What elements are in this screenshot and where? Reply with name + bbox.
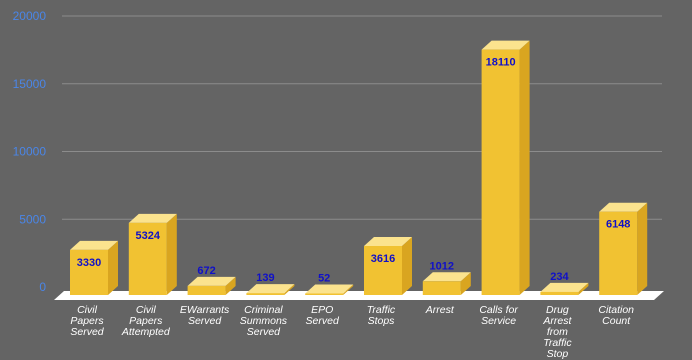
category-label: Civil Papers Served <box>70 304 104 338</box>
bar-side <box>519 40 530 296</box>
value-label: 1012 <box>430 260 454 272</box>
category-label: Arrest <box>425 304 455 316</box>
bar <box>364 246 402 295</box>
category-label: EPO Served <box>306 304 340 327</box>
y-tick-label: 0 <box>39 280 46 294</box>
bar-top <box>246 284 295 294</box>
bar-top <box>305 284 354 294</box>
value-label: 139 <box>256 272 274 284</box>
category-label: Drug Arrest from Traffic Stop <box>542 304 572 360</box>
y-tick-label: 15000 <box>13 77 47 91</box>
bar-side <box>578 282 589 295</box>
bar-side <box>343 284 354 295</box>
value-label: 18110 <box>486 57 516 69</box>
bar-top <box>128 213 177 223</box>
bar <box>422 281 461 295</box>
bar <box>481 49 520 296</box>
value-label: 6148 <box>606 219 630 231</box>
bar-side <box>460 272 471 295</box>
bar-top <box>364 237 412 247</box>
bar <box>70 249 108 295</box>
bar-top <box>481 40 530 50</box>
bar <box>540 291 579 295</box>
value-label: 672 <box>197 265 215 277</box>
category-label: Criminal Summons Served <box>240 304 288 338</box>
bar-side <box>637 202 648 295</box>
category-label: EWarrants Served <box>180 304 230 327</box>
bar-top <box>422 272 471 282</box>
value-label: 3616 <box>371 253 395 265</box>
value-label: 5324 <box>136 230 161 242</box>
value-label: 3330 <box>77 257 101 269</box>
category-label: Traffic Stops <box>367 304 396 327</box>
bar <box>246 293 285 295</box>
bar <box>599 211 638 295</box>
bar-top <box>187 276 236 286</box>
bar <box>305 293 344 295</box>
value-label: 52 <box>318 273 330 285</box>
bar-side <box>225 276 236 295</box>
bar <box>187 285 226 295</box>
bar-side <box>284 284 295 295</box>
category-label: Civil Papers Attempted <box>121 304 171 338</box>
bar-top <box>70 240 118 250</box>
category-label: Citation Count <box>598 304 634 327</box>
y-tick-label: 5000 <box>19 212 46 226</box>
bar <box>128 222 167 295</box>
bar-top <box>599 202 648 212</box>
bar-side <box>166 213 177 295</box>
category-label: Calls for Service <box>479 304 518 327</box>
y-tick-label: 10000 <box>13 145 47 159</box>
bar-side <box>108 240 118 295</box>
value-label: 234 <box>550 271 569 283</box>
y-tick-label: 20000 <box>13 9 47 23</box>
bar-side <box>402 237 412 295</box>
bar-top <box>540 282 589 292</box>
